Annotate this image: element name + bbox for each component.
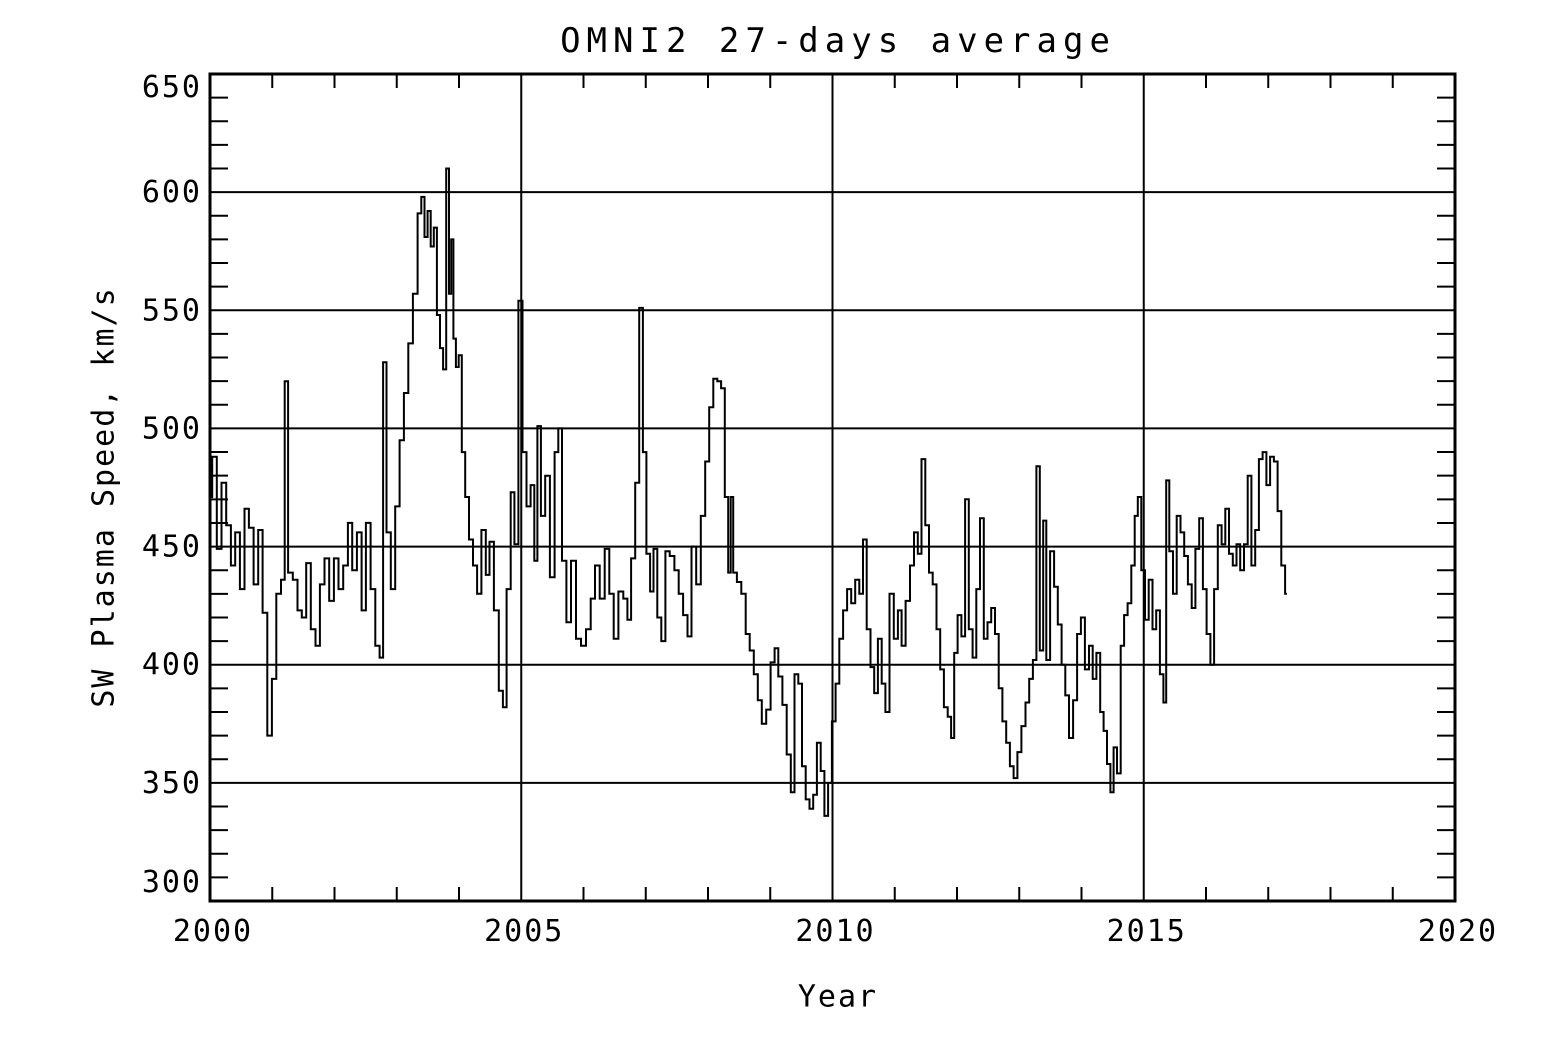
plot-frame: [208, 72, 1457, 903]
y-tick-label: 450: [142, 530, 202, 565]
x-tick-label: 2015: [1107, 914, 1187, 949]
y-tick-label: 400: [142, 648, 202, 683]
x-axis-title: Year: [797, 979, 879, 1015]
data-line: [210, 167, 1287, 817]
y-tick-label: 300: [142, 865, 202, 900]
x-tick-label: 2005: [484, 914, 564, 949]
y-tick-label: 650: [142, 70, 202, 105]
chart-title: OMNI2 27-days average: [560, 21, 1116, 61]
y-tick-label: 550: [142, 293, 202, 328]
x-tick-label: 2000: [173, 914, 253, 949]
x-tick-label: 2020: [1418, 914, 1498, 949]
x-tick-label: 2010: [795, 914, 875, 949]
y-axis-title: SW Plasma Speed, km/s: [86, 286, 122, 708]
y-tick-label: 600: [142, 175, 202, 210]
y-tick-label: 500: [142, 411, 202, 446]
y-tick-label: 350: [142, 766, 202, 801]
